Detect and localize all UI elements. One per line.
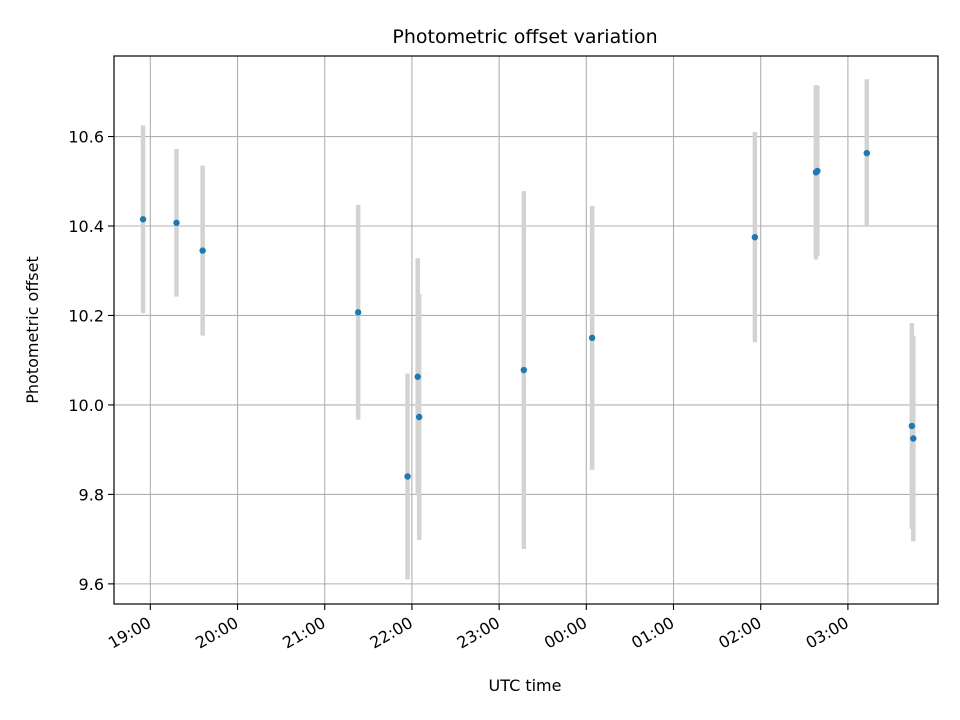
y-tick-label: 10.6 <box>68 128 104 147</box>
x-axis-label: UTC time <box>489 676 562 695</box>
data-point <box>199 247 206 254</box>
data-point <box>415 413 423 421</box>
chart-title: Photometric offset variation <box>392 26 657 48</box>
y-tick-label: 10.0 <box>68 396 104 415</box>
data-point <box>520 366 528 374</box>
data-point <box>863 149 870 157</box>
y-tick-label: 10.2 <box>68 306 104 325</box>
data-point <box>404 473 411 480</box>
data-point <box>139 216 147 223</box>
y-tick-label: 10.4 <box>68 217 104 236</box>
y-axis-label: Photometric offset <box>23 256 42 404</box>
plot-frame <box>113 55 939 605</box>
y-tick-label: 9.6 <box>79 575 104 594</box>
data-points <box>139 149 917 480</box>
data-point <box>814 167 821 175</box>
data-point <box>910 435 917 442</box>
data-point <box>354 309 362 316</box>
data-point <box>588 334 596 342</box>
data-point <box>908 422 916 430</box>
data-point <box>751 233 759 241</box>
y-tick-label: 9.8 <box>79 485 104 504</box>
y-axis-ticks: 9.6 9.8 10.0 10.2 10.4 10.6 <box>68 128 114 594</box>
data-point <box>414 373 421 380</box>
data-point <box>173 219 180 227</box>
